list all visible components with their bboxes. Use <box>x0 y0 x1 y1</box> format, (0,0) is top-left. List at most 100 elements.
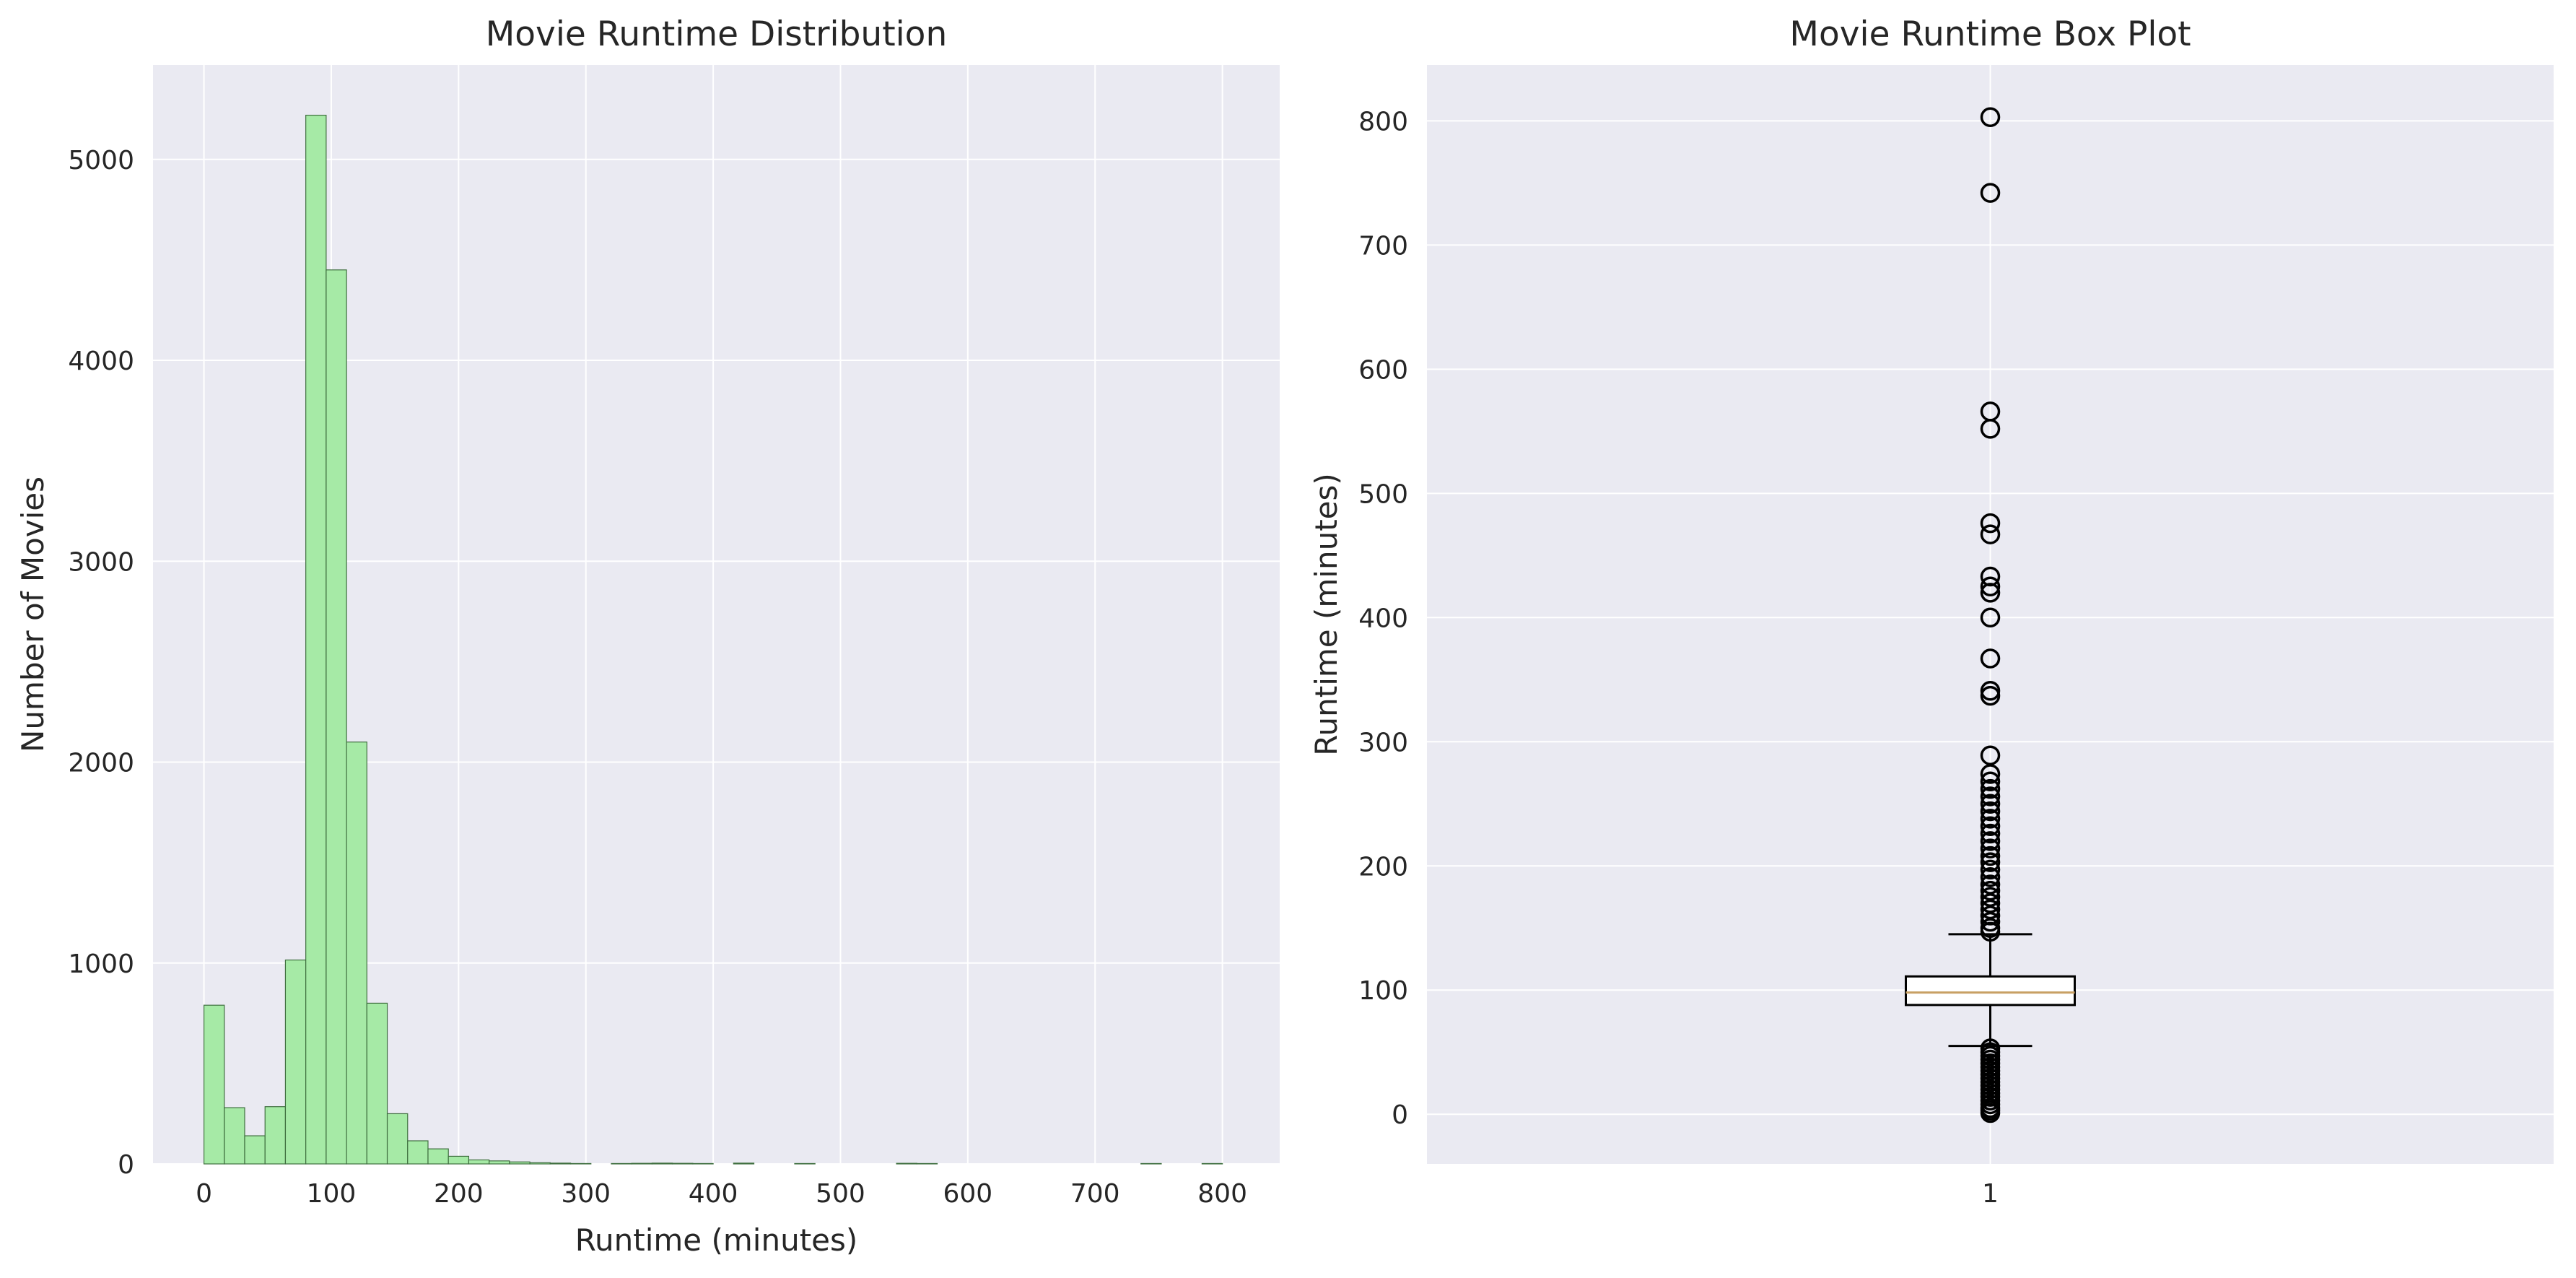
histogram-bar <box>651 1162 673 1165</box>
boxplot-outliers <box>1980 107 2001 1123</box>
histogram-x-tick-label: 300 <box>561 1179 611 1209</box>
boxplot-outlier-point <box>1980 648 2001 669</box>
histogram-x-tick-labels: 0 100 200 300 400 500 600 700 800 <box>196 1179 1247 1209</box>
boxplot-outlier-point <box>1980 419 2001 439</box>
boxplot-outlier-point <box>1980 786 2001 807</box>
histogram-bars <box>203 114 1223 1165</box>
boxplot-outlier-point <box>1980 794 2001 814</box>
histogram-bar <box>468 1159 490 1165</box>
histogram-x-tick-label: 500 <box>816 1179 865 1209</box>
boxplot-y-tick-label: 400 <box>1358 604 1408 633</box>
histogram-bar <box>1201 1162 1223 1165</box>
histogram-bar <box>427 1148 449 1165</box>
histogram-bar <box>631 1162 653 1165</box>
histogram-bar <box>244 1135 266 1165</box>
histogram-bar <box>346 742 367 1165</box>
boxplot-outlier-point <box>1980 852 2001 872</box>
histogram-bar <box>733 1162 755 1165</box>
histogram-x-tick-label: 700 <box>1070 1179 1120 1209</box>
histogram-y-tick-label: 0 <box>118 1150 134 1180</box>
boxplot-outlier-point <box>1980 887 2001 907</box>
histogram-x-tick-label: 200 <box>434 1179 484 1209</box>
boxplot-outlier-point <box>1980 771 2001 792</box>
boxplot-outlier-point <box>1980 576 2001 597</box>
histogram-chart: 0 100 200 300 400 500 600 700 800 0 1000 2000 3000 4… <box>15 14 1280 1258</box>
histogram-bar <box>264 1106 287 1165</box>
boxplot-y-tick-label: 600 <box>1358 355 1408 385</box>
boxplot-body <box>1905 933 2076 1048</box>
boxplot-outlier-point <box>1980 880 2001 901</box>
histogram-x-tick-label: 0 <box>196 1179 212 1209</box>
boxplot-title: Movie Runtime Box Plot <box>1789 14 2191 54</box>
histogram-y-tick-labels: 0 1000 2000 3000 4000 5000 <box>68 146 134 1180</box>
histogram-bar <box>447 1155 470 1165</box>
histogram-bar <box>611 1162 632 1165</box>
boxplot-outlier-point <box>1980 809 2001 829</box>
boxplot-chart: 1 0 100 200 300 400 500 600 700 800 Movie Runtim… <box>1309 14 2554 1209</box>
boxplot-x-tick-labels: 1 <box>1982 1179 1999 1209</box>
histogram-y-tick-label: 5000 <box>68 146 134 175</box>
histogram-bar <box>305 114 327 1165</box>
histogram-y-axis-label: Number of Movies <box>15 477 51 752</box>
histogram-bar <box>284 959 307 1165</box>
boxplot-outlier-point <box>1980 513 2001 534</box>
histogram-bar <box>1140 1162 1162 1165</box>
histogram-bar <box>366 1002 388 1165</box>
boxplot-y-axis-label: Runtime (minutes) <box>1309 473 1344 756</box>
histogram-y-tick-label: 4000 <box>68 347 134 376</box>
histogram-bar <box>326 269 347 1165</box>
boxplot-outlier-point <box>1980 583 2001 603</box>
boxplot-outlier-point <box>1980 183 2001 203</box>
histogram-bar <box>489 1160 510 1165</box>
boxplot-x-tick-label: 1 <box>1982 1179 1999 1209</box>
histogram-bar <box>407 1140 429 1165</box>
boxplot-outlier-point <box>1980 911 2001 932</box>
histogram-bar <box>224 1107 245 1165</box>
boxplot-outlier-point <box>1980 816 2001 836</box>
histogram-bar <box>672 1162 694 1165</box>
boxplot-outlier-point <box>1980 899 2001 920</box>
boxplot-outlier-point <box>1980 866 2001 887</box>
boxplot-outlier-point <box>1980 107 2001 127</box>
histogram-bar <box>794 1162 816 1165</box>
histogram-y-tick-label: 2000 <box>68 749 134 778</box>
histogram-x-axis-label: Runtime (minutes) <box>575 1222 858 1258</box>
boxplot-y-tick-label: 700 <box>1358 231 1408 261</box>
histogram-bar <box>569 1162 592 1165</box>
histogram-x-tick-label: 600 <box>943 1179 992 1209</box>
histogram-bar <box>509 1161 531 1165</box>
boxplot-outlier-point <box>1980 893 2001 913</box>
boxplot-y-tick-label: 200 <box>1358 852 1408 882</box>
boxplot-y-tick-label: 0 <box>1392 1100 1408 1130</box>
histogram-title: Movie Runtime Distribution <box>486 14 947 54</box>
boxplot-box <box>1905 975 2076 1007</box>
boxplot-outlier-point <box>1980 764 2001 784</box>
histogram-bar <box>549 1162 572 1165</box>
boxplot-outlier-point <box>1980 874 2001 895</box>
histogram-x-tick-label: 400 <box>689 1179 738 1209</box>
boxplot-outlier-point <box>1980 1103 2001 1123</box>
histogram-x-tick-label: 100 <box>307 1179 357 1209</box>
boxplot-outlier-point <box>1980 838 2001 858</box>
histogram-x-tick-label: 800 <box>1197 1179 1247 1209</box>
histogram-bar <box>386 1113 409 1165</box>
boxplot-gridlines <box>1427 65 2554 1164</box>
histogram-bar <box>529 1162 551 1165</box>
boxplot-outlier-point <box>1980 859 2001 880</box>
boxplot-y-tick-label: 800 <box>1358 107 1408 136</box>
boxplot-outlier-point <box>1980 524 2001 544</box>
boxplot-outlier-point <box>1980 685 2001 706</box>
histogram-y-tick-label: 1000 <box>68 949 134 979</box>
boxplot-outlier-point <box>1980 831 2001 851</box>
boxplot-outlier-point <box>1980 607 2001 628</box>
histogram-y-tick-label: 3000 <box>68 547 134 577</box>
boxplot-outlier-point <box>1980 745 2001 765</box>
boxplot-outlier-point <box>1980 778 2001 799</box>
boxplot-outlier-point <box>1980 921 2001 942</box>
boxplot-outlier-point <box>1980 846 2001 866</box>
boxplot-y-tick-label: 100 <box>1358 976 1408 1006</box>
boxplot-y-tick-labels: 0 100 200 300 400 500 600 700 800 <box>1358 107 1408 1130</box>
boxplot-y-tick-label: 300 <box>1358 728 1408 757</box>
histogram-bar <box>692 1162 714 1165</box>
